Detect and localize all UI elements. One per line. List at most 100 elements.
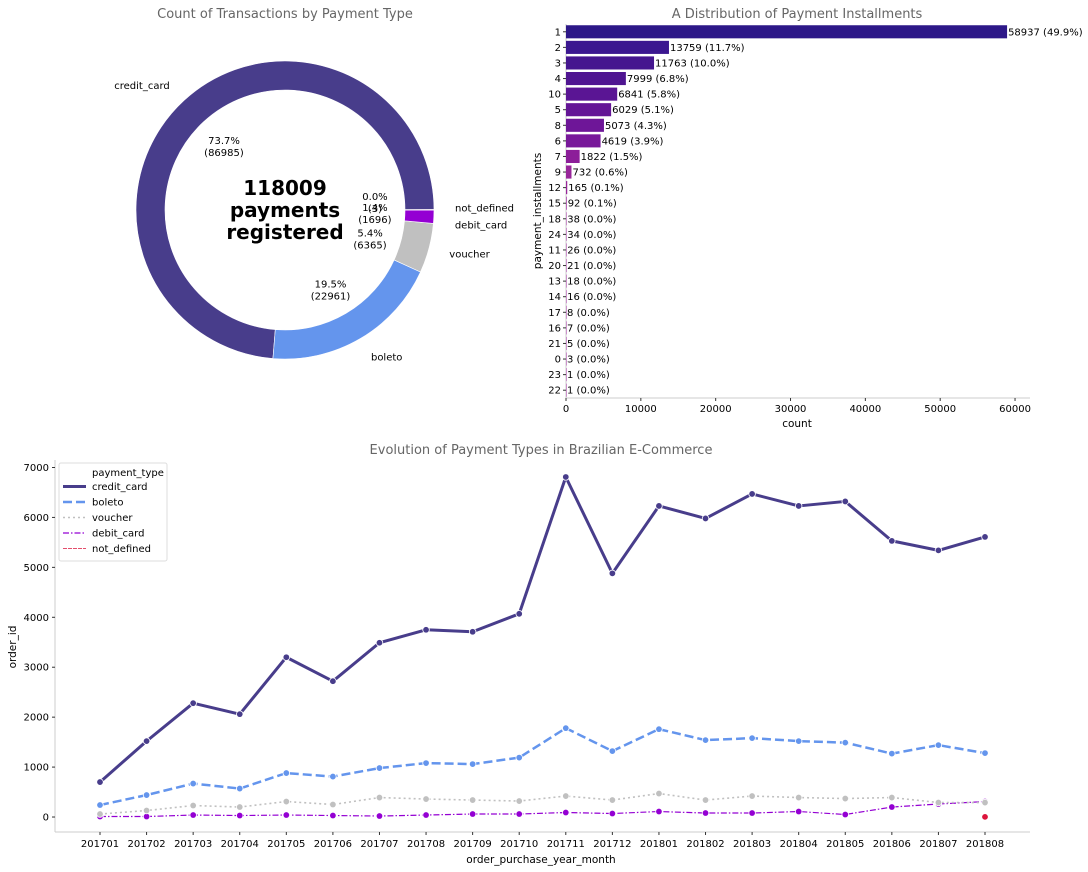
line-point-boleto-201803	[748, 734, 756, 742]
bar-category-label-13: 13	[548, 277, 561, 288]
bar-category-label-8: 8	[555, 121, 561, 132]
line-point-credit_card-201806	[888, 537, 896, 545]
bar-category-label-1: 1	[555, 27, 561, 38]
bar-5	[566, 103, 612, 117]
bar-18	[566, 212, 567, 226]
bar-category-label-21: 21	[548, 339, 561, 350]
line-series-voucher	[99, 792, 985, 815]
line-x-tick-label-201804: 201804	[780, 839, 818, 850]
bar-category-label-20: 20	[548, 261, 561, 272]
line-chart-title: Evolution of Payment Types in Brazilian …	[370, 443, 713, 458]
bar-value-label-17: 8 (0.0%)	[567, 308, 610, 319]
bar-y-axis-label: payment_installments	[532, 153, 544, 269]
legend-label-credit_card: credit_card	[92, 482, 148, 493]
line-point-voucher-201712	[608, 796, 617, 804]
pie-pct-not_defined: 0.0%	[362, 192, 387, 203]
line-point-credit_card-201705	[282, 653, 291, 661]
bar-category-label-18: 18	[548, 214, 561, 225]
legend-label-boleto: boleto	[92, 498, 123, 509]
bar-16	[566, 321, 567, 335]
bar-x-tick-label-0: 0	[563, 404, 569, 415]
line-x-tick-label-201710: 201710	[500, 839, 538, 850]
line-x-tick-label-201802: 201802	[686, 839, 724, 850]
bar-3	[566, 56, 655, 70]
line-y-tick-label-3000: 3000	[24, 663, 49, 674]
line-point-voucher-201805	[841, 794, 849, 803]
line-point-boleto-201801	[655, 725, 663, 733]
pie-center-label-2: registered	[226, 220, 343, 244]
line-y-tick-label-5000: 5000	[24, 563, 49, 574]
bar-17	[566, 305, 567, 319]
bar-chart: A Distribution of Payment Installments c…	[532, 7, 1083, 430]
bar-category-label-23: 23	[548, 370, 561, 381]
line-point-boleto-201701	[96, 801, 104, 809]
bar-category-label-10: 10	[548, 90, 561, 101]
bar-13	[566, 274, 567, 288]
line-point-debit_card-201802	[701, 809, 710, 817]
line-point-debit_card-201711	[562, 808, 570, 817]
line-point-boleto-201703	[189, 779, 197, 788]
pie-pct-debit_card: 1.4%	[362, 203, 387, 214]
line-x-tick-label-201805: 201805	[826, 839, 864, 850]
bar-x-axis-label: count	[782, 418, 812, 430]
pie-pct-voucher: 5.4%	[357, 229, 382, 240]
line-point-boleto-201805	[841, 738, 849, 747]
line-point-boleto-201708	[422, 759, 430, 767]
bar-x-tick-label-30000: 30000	[775, 404, 807, 415]
line-point-voucher-201703	[189, 801, 197, 810]
line-x-tick-label-201711: 201711	[547, 839, 585, 850]
line-x-tick-label-201709: 201709	[454, 839, 492, 850]
line-point-voucher-201705	[282, 797, 291, 806]
line-point-voucher-201801	[655, 789, 663, 798]
line-point-voucher-201802	[701, 796, 710, 804]
bar-category-label-7: 7	[555, 152, 561, 163]
line-y-tick-label-7000: 7000	[24, 463, 49, 474]
pie-slice-not_defined	[404, 209, 435, 211]
legend-label-voucher: voucher	[92, 513, 133, 524]
bar-category-label-15: 15	[548, 199, 561, 210]
bar-7	[566, 149, 580, 164]
bar-category-label-9: 9	[555, 168, 561, 179]
line-point-credit_card-201701	[96, 778, 104, 786]
line-point-boleto-201710	[515, 753, 523, 762]
line-point-voucher-201706	[329, 800, 337, 809]
bar-10	[566, 87, 618, 101]
line-point-boleto-201704	[236, 784, 244, 793]
line-point-debit_card-201710	[515, 810, 523, 818]
line-point-credit_card-201710	[515, 610, 523, 618]
line-point-credit_card-201706	[329, 677, 337, 685]
line-point-debit_card-201709	[468, 810, 477, 818]
line-series-debit_card	[100, 800, 986, 818]
line-point-boleto-201702	[142, 791, 151, 799]
bar-value-label-0: 3 (0.0%)	[567, 355, 610, 366]
bar-21	[566, 336, 567, 351]
line-point-boleto-201705	[282, 769, 291, 777]
bar-value-label-3: 11763 (10.0%)	[655, 58, 730, 69]
line-point-debit_card-201806	[888, 803, 896, 811]
line-point-debit_card-201703	[189, 811, 197, 819]
line-point-voucher-201803	[748, 792, 756, 800]
bar-value-label-13: 18 (0.0%)	[567, 277, 616, 288]
bar-value-label-11: 26 (0.0%)	[567, 245, 616, 256]
bar-8	[566, 118, 604, 132]
bar-4	[566, 71, 626, 86]
bar-category-label-16: 16	[548, 323, 561, 334]
line-point-credit_card-201712	[608, 569, 617, 578]
pie-center-label-1: payments	[230, 198, 340, 222]
pie-slice-debit_card	[404, 209, 435, 224]
line-point-voucher-201711	[562, 792, 570, 800]
bar-value-label-2: 13759 (11.7%)	[670, 43, 745, 54]
bar-category-label-17: 17	[548, 308, 561, 319]
line-x-tick-label-201704: 201704	[221, 839, 259, 850]
line-y-tick-label-6000: 6000	[24, 513, 49, 524]
legend-title: payment_type	[92, 468, 164, 479]
line-point-voucher-201808	[981, 798, 989, 807]
bar-value-label-18: 38 (0.0%)	[567, 214, 616, 225]
bar-value-label-16: 7 (0.0%)	[567, 323, 610, 334]
line-point-credit_card-201707	[375, 639, 384, 647]
line-point-voucher-201707	[375, 793, 384, 802]
line-point-boleto-201808	[981, 749, 989, 757]
line-point-debit_card-201712	[608, 809, 617, 818]
line-point-voucher-201806	[888, 793, 896, 802]
pie-count-debit_card: (1696)	[358, 215, 391, 226]
